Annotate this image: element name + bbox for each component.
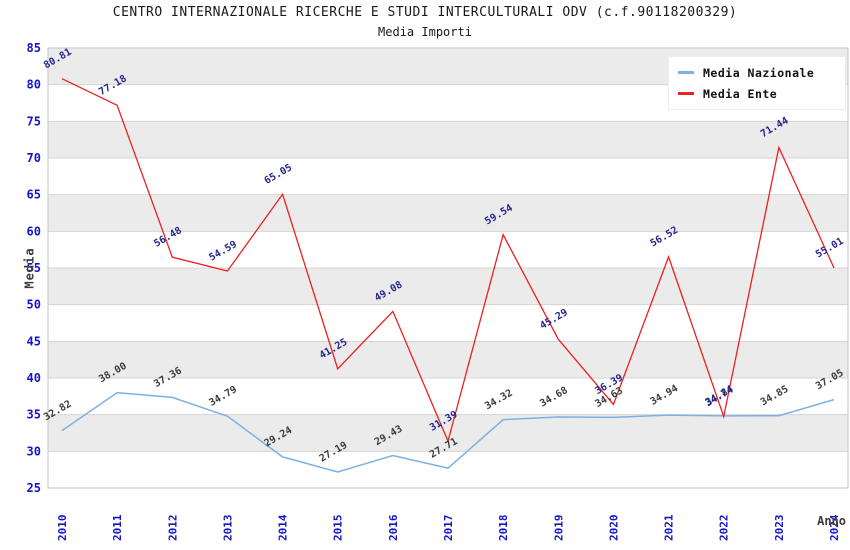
data-point-label-nazionale: 34.79 [207,384,239,409]
y-tick-label: 85 [27,41,41,55]
chart-subtitle: Media Importi [378,25,472,39]
x-tick-label: 2019 [552,515,565,542]
nazionale-line-swatch-icon [678,71,694,74]
x-tick-label: 2012 [166,515,179,542]
x-tick-label: 2013 [221,515,234,542]
x-tick-label: 2023 [773,515,786,542]
y-tick-label: 55 [27,261,41,275]
data-point-label-ente: 54.59 [207,239,239,264]
legend-item-nazionale: Media Nazionale [678,62,845,83]
plot-band [48,268,848,305]
y-tick-label: 30 [27,444,41,458]
x-tick-label: 2017 [442,515,455,542]
x-tick-label: 2024 [828,514,841,541]
plot-border [47,47,849,489]
data-point-label-ente: 55.01 [814,236,846,261]
data-point-label-nazionale: 34.85 [759,384,791,409]
y-tick-label: 60 [27,224,41,238]
y-tick-label: 80 [27,78,41,92]
chart-legend: Media Nazionale Media Ente [668,56,846,110]
y-tick-label: 50 [27,298,41,312]
data-point-label-nazionale: 34.68 [538,385,570,410]
y-tick-label: 25 [27,481,41,495]
x-tick-label: 2014 [277,514,290,541]
plot-band [48,341,848,378]
data-point-label-ente: 65.05 [263,162,295,187]
series-line-ente [61,78,835,444]
y-tick-label: 35 [27,408,41,422]
y-tick-label: 70 [27,151,41,165]
x-tick-label: 2016 [387,514,400,541]
x-tick-label: 2015 [332,515,345,542]
y-axis-title: Media [22,247,37,289]
x-tick-label: 2022 [718,515,731,542]
x-tick-label: 2020 [607,515,620,542]
legend-label: Media Nazionale [703,65,815,80]
legend-label: Media Ente [703,86,778,101]
chart-title: CENTRO INTERNAZIONALE RICERCHE E STUDI I… [112,5,738,20]
x-tick-label: 2010 [56,515,69,542]
y-tick-label: 75 [27,114,41,128]
x-tick-label: 2011 [111,514,124,541]
plot-band [48,414,848,452]
y-tick-label: 65 [27,188,41,202]
plot-band [48,194,848,232]
x-tick-label: 2021 [663,514,676,541]
data-point-label-nazionale: 34.32 [483,388,515,413]
plot-band [48,121,848,158]
x-axis-title: Anno [817,514,846,528]
ente-line-swatch-icon [678,92,694,95]
data-point-label-nazionale: 34.94 [649,383,681,408]
y-tick-label: 45 [27,334,41,348]
legend-item-ente: Media Ente [678,83,845,104]
x-tick-label: 2018 [497,515,510,542]
y-tick-label: 40 [27,371,41,385]
series-line-nazionale [61,391,835,473]
